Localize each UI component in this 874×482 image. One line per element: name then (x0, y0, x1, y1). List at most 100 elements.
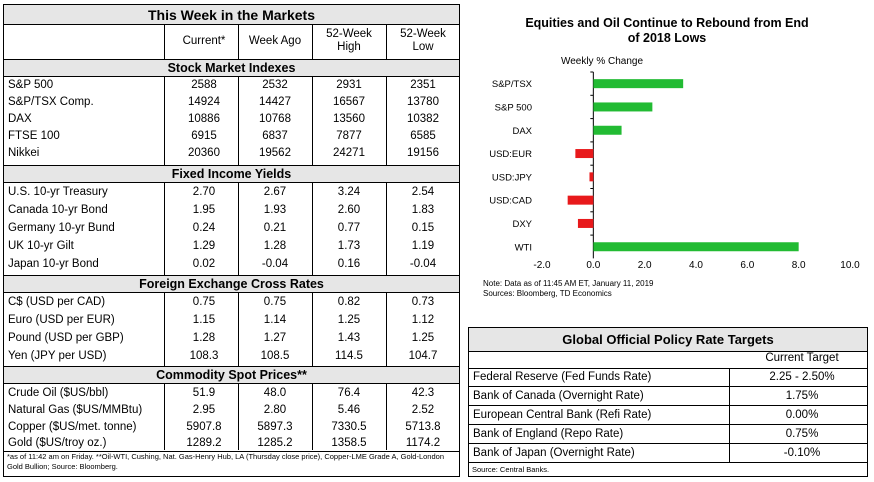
row-current: 2.70 (192, 186, 216, 198)
bar-usd-jpy (589, 172, 594, 182)
chart-title-line2: of 2018 Lows (628, 31, 707, 45)
row-low: 2351 (410, 79, 436, 91)
row-label: Canada 10-yr Bond (8, 204, 108, 216)
category-label: USD:CAD (489, 196, 532, 207)
row-label: Natural Gas ($US/MMBtu) (8, 404, 143, 416)
policy-value: 2.25 - 2.50% (769, 371, 835, 383)
policy-value: -0.10% (783, 447, 821, 459)
bar-s-p-500 (593, 102, 653, 112)
row-high: 7877 (336, 130, 362, 142)
policy-row: European Central Bank (Refi Rate) 0.00% (469, 406, 867, 425)
bar-dax (593, 125, 622, 135)
row-week-ago: 2532 (262, 79, 288, 91)
row-current: 2.95 (192, 404, 216, 416)
x-tick-label: 0.0 (586, 260, 600, 271)
policy-row: Federal Reserve (Fed Funds Rate) 2.25 - … (469, 368, 867, 387)
row-week-ago: 1.27 (263, 332, 287, 344)
row-week-ago: 14427 (259, 96, 291, 108)
bar-wti (593, 242, 799, 252)
section-fx: Foreign Exchange Cross Rates (4, 275, 459, 293)
category-label: DXY (512, 219, 532, 230)
row-high: 24271 (333, 147, 365, 159)
row-low: 19156 (407, 147, 439, 159)
col-52w-low: 52-Week Low (388, 28, 458, 54)
row-high: 76.4 (337, 387, 361, 399)
row-week-ago: 0.75 (263, 296, 287, 308)
row-low: 42.3 (411, 387, 435, 399)
policy-source: Source: Central Banks. (472, 465, 550, 474)
policy-label: Bank of Japan (Overnight Rate) (473, 447, 635, 459)
policy-row: Bank of Canada (Overnight Rate) 1.75% (469, 387, 867, 406)
row-label: C$ (USD per CAD) (8, 296, 106, 308)
row-week-ago: 1.28 (263, 240, 287, 252)
row-week-ago: 1.14 (263, 314, 287, 326)
row-current: 1.28 (192, 332, 216, 344)
markets-title: This Week in the Markets (4, 5, 459, 25)
row-current: 14924 (188, 96, 220, 108)
chart-source: Sources: Bloomberg, TD Economics (483, 289, 612, 298)
x-tick-label: 4.0 (689, 260, 703, 271)
row-week-ago: 5897.3 (257, 421, 293, 433)
col-52w-high-line2: High (337, 41, 361, 53)
row-high: 1.25 (337, 314, 361, 326)
row-high: 1.73 (337, 240, 361, 252)
row-week-ago: 6837 (262, 130, 288, 142)
chart-title-line1: Equities and Oil Continue to Rebound fro… (525, 16, 808, 30)
row-week-ago: 10768 (259, 113, 291, 125)
x-tick-label: 6.0 (740, 260, 754, 271)
policy-label: Federal Reserve (Fed Funds Rate) (473, 371, 652, 383)
row-week-ago: 108.5 (260, 350, 290, 362)
x-tick-label: 2.0 (638, 260, 652, 271)
row-week-ago: 2.67 (263, 186, 287, 198)
col-52w-high: 52-Week High (314, 28, 384, 54)
row-current: 1.29 (192, 240, 216, 252)
policy-label: Bank of England (Repo Rate) (473, 428, 624, 440)
section-fixed-income: Fixed Income Yields (4, 165, 459, 183)
row-current: 20360 (188, 147, 220, 159)
bar-usd-cad (567, 195, 594, 205)
row-label: Pound (USD per GBP) (8, 332, 124, 344)
row-label: Japan 10-yr Bond (8, 258, 99, 270)
markets-table: This Week in the Markets Current* Week A… (3, 4, 460, 477)
divider (238, 25, 239, 450)
chart-ylabel: Weekly % Change (561, 56, 644, 67)
bar-dxy (577, 218, 594, 228)
row-current: 108.3 (189, 350, 219, 362)
section-commodities: Commodity Spot Prices** (4, 366, 459, 384)
row-high: 16567 (333, 96, 365, 108)
row-current: 0.75 (192, 296, 216, 308)
row-current: 1.95 (192, 204, 216, 216)
row-high: 3.24 (337, 186, 361, 198)
divider (164, 25, 165, 450)
row-high: 114.5 (335, 350, 363, 362)
col-52w-low-line1: 52-Week (400, 28, 446, 40)
policy-title: Global Official Policy Rate Targets (469, 328, 867, 352)
row-current: 51.9 (192, 387, 216, 399)
row-low: 10382 (407, 113, 439, 125)
row-week-ago: 2.80 (263, 404, 287, 416)
row-week-ago: 1285.2 (257, 437, 293, 449)
row-label: Copper ($US/met. tonne) (8, 421, 137, 433)
row-low: 2.52 (411, 404, 435, 416)
row-low: 6585 (410, 130, 436, 142)
row-low: 2.54 (411, 186, 435, 198)
row-low: 5713.8 (405, 421, 441, 433)
footnote: *as of 11:42 am on Friday. **Oil-WTI, Cu… (7, 452, 444, 471)
col-52w-low-line2: Low (412, 41, 434, 53)
policy-label: Bank of Canada (Overnight Rate) (473, 390, 644, 402)
row-low: 1.12 (411, 314, 435, 326)
row-high: 2931 (336, 79, 362, 91)
row-current: 1289.2 (186, 437, 222, 449)
row-week-ago: 19562 (259, 147, 291, 159)
category-label: S&P 500 (495, 102, 532, 113)
row-label: Nikkei (8, 147, 40, 159)
row-low: 1.83 (411, 204, 435, 216)
row-label: Crude Oil ($US/bbl) (8, 387, 109, 399)
category-label: USD:EUR (489, 149, 532, 160)
row-current: 5907.8 (186, 421, 222, 433)
policy-rate-table: Global Official Policy Rate Targets Curr… (468, 327, 868, 477)
divider (469, 368, 867, 369)
row-week-ago: 1.93 (263, 204, 287, 216)
row-label: DAX (8, 113, 32, 125)
row-label: Germany 10-yr Bund (8, 222, 115, 234)
